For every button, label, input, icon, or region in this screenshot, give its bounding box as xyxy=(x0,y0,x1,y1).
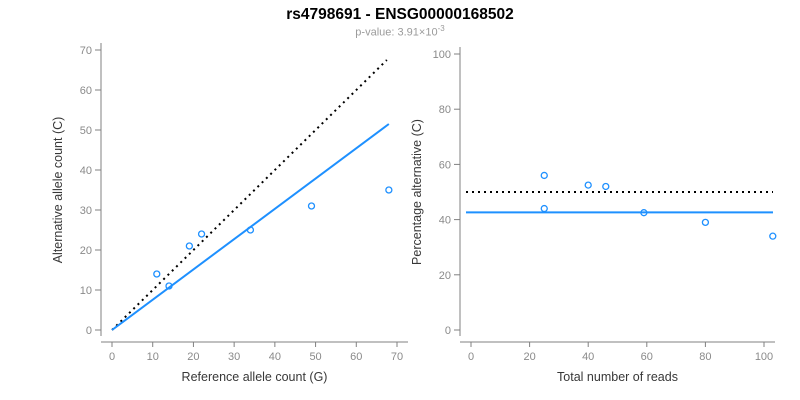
x-tick-label: 30 xyxy=(228,351,240,363)
x-tick-label: 20 xyxy=(187,351,199,363)
x-tick-label: 70 xyxy=(391,351,403,363)
y-tick-label: 60 xyxy=(80,85,92,97)
y-axis-title: Percentage alternative (C) xyxy=(410,119,424,265)
x-tick-label: 20 xyxy=(523,351,535,363)
data-point xyxy=(769,232,777,240)
y-tick-label: 40 xyxy=(80,165,92,177)
y-tick-label: 50 xyxy=(80,125,92,137)
data-point xyxy=(385,186,393,194)
y-tick-label: 60 xyxy=(439,159,451,171)
y-tick-label: 80 xyxy=(439,104,451,116)
y-tick-label: 0 xyxy=(86,325,92,337)
data-point xyxy=(584,181,592,189)
identity-line xyxy=(111,59,388,331)
x-tick-label: 40 xyxy=(269,351,281,363)
x-tick-label: 60 xyxy=(641,351,653,363)
y-tick-label: 40 xyxy=(439,215,451,227)
x-tick-label: 100 xyxy=(755,351,773,363)
pvalue-exponent: -3 xyxy=(437,24,445,33)
data-point xyxy=(701,218,710,227)
y-tick-label: 0 xyxy=(445,325,451,337)
data-point xyxy=(540,171,548,180)
x-tick-label: 0 xyxy=(109,351,115,363)
data-point xyxy=(246,226,255,234)
pvalue-text: p-value: 3.91×10 xyxy=(355,26,438,39)
panel-left: 0 10 20 30 40 50 60 70 0 10 20 30 40 50 60 70 Reference … xyxy=(51,43,408,384)
x-tick-label: 60 xyxy=(350,351,362,363)
y-axis-title: Alternative allele count (C) xyxy=(51,117,65,264)
data-point xyxy=(540,204,548,213)
x-axis-title: Total number of reads xyxy=(557,370,678,384)
data-point xyxy=(602,182,610,191)
y-tick-label: 100 xyxy=(433,49,451,61)
data-point xyxy=(165,282,173,290)
data-point xyxy=(153,270,161,278)
x-tick-label: 0 xyxy=(468,351,474,363)
data-point xyxy=(197,230,206,238)
x-tick-label: 50 xyxy=(309,351,321,363)
x-tick-label: 10 xyxy=(147,351,159,363)
plot-title: rs4798691 - ENSG00000168502 xyxy=(286,6,514,23)
x-tick-label: 80 xyxy=(699,351,711,363)
y-tick-label: 10 xyxy=(80,285,92,297)
y-tick-label: 70 xyxy=(80,45,92,57)
data-point xyxy=(640,209,648,217)
y-tick-label: 20 xyxy=(80,245,92,257)
x-axis-title: Reference allele count (G) xyxy=(182,370,328,384)
x-tick-label: 40 xyxy=(582,351,594,363)
y-tick-label: 20 xyxy=(439,270,451,282)
data-point xyxy=(185,242,194,250)
y-tick-label: 30 xyxy=(80,205,92,217)
data-point xyxy=(307,202,316,210)
plot-subtitle: p-value: 3.91×10-3 xyxy=(0,24,800,39)
panel-right: 0 20 40 60 80 100 0 20 40 60 80 100 Total number of … xyxy=(410,47,777,384)
